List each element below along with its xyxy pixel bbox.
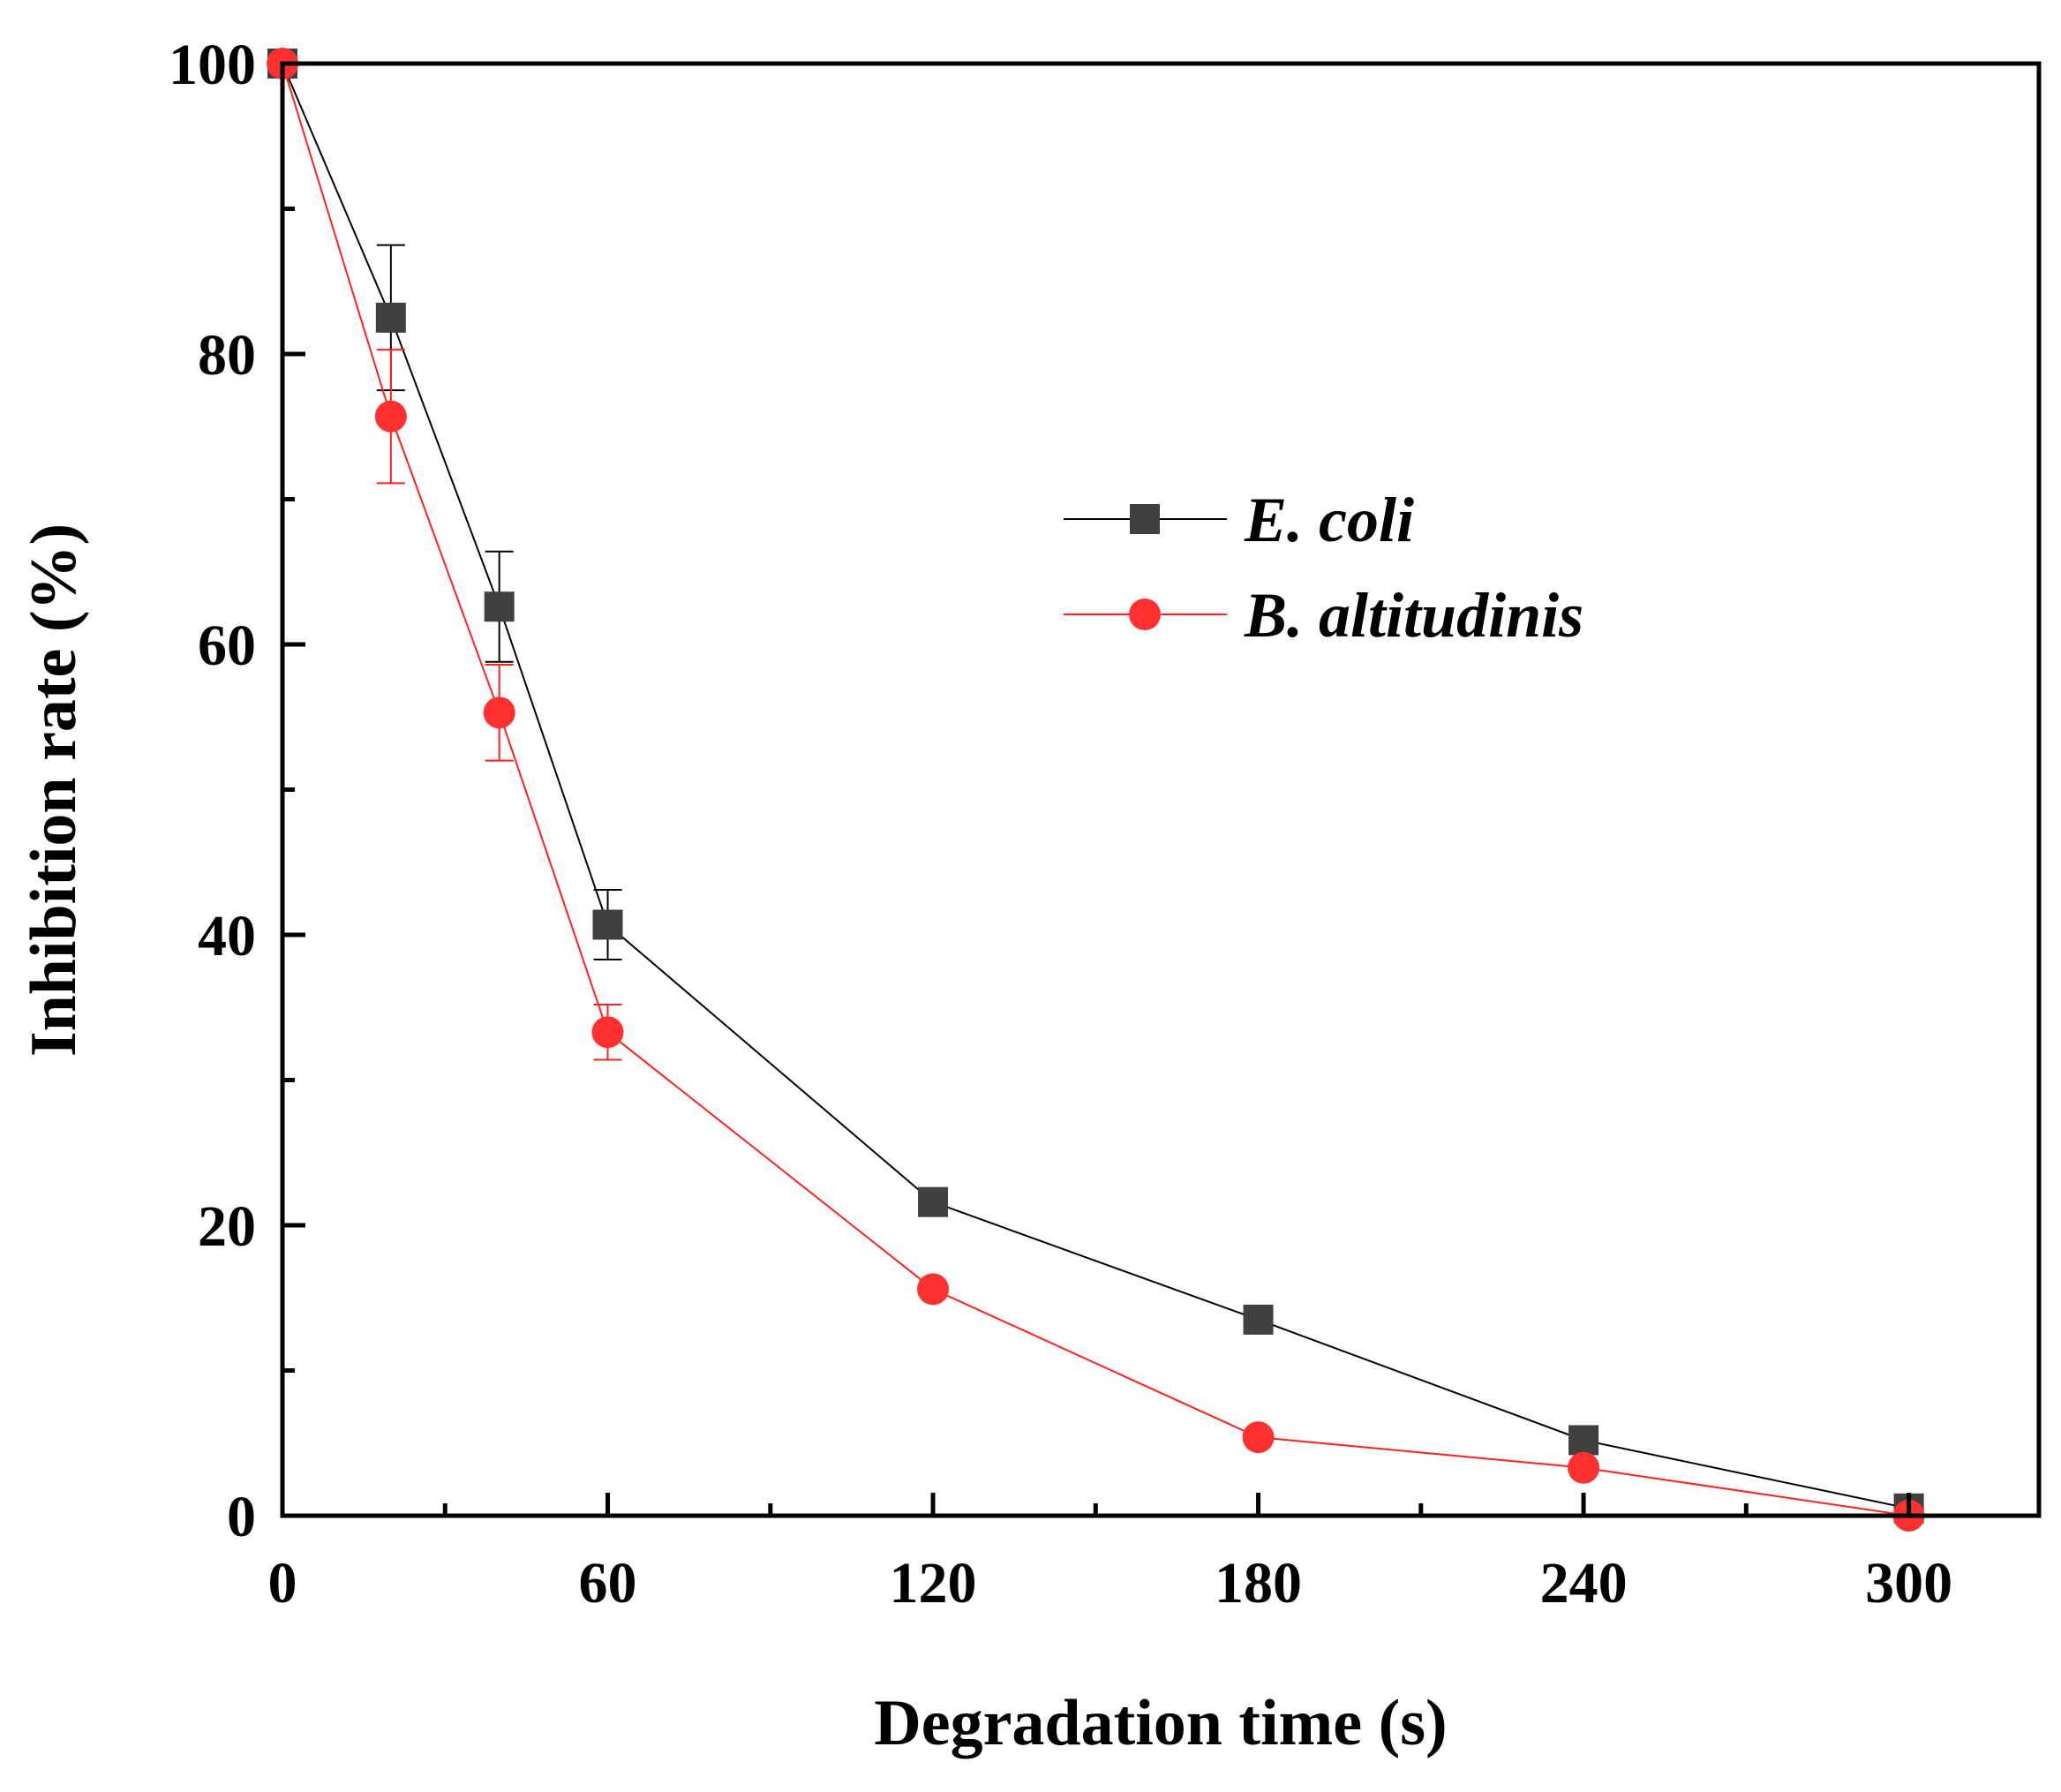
ticks-layer (280, 61, 1912, 1518)
y-tick-label: 100 (169, 33, 256, 97)
x-tick-label: 180 (1215, 1551, 1302, 1615)
plot-frame (280, 61, 2042, 1518)
x-tick-label: 120 (890, 1551, 977, 1615)
x-axis-title: Degradation time (s) (874, 1687, 1447, 1759)
legend-label: B. altitudinis (1244, 580, 1583, 651)
legend-marker (1129, 599, 1161, 630)
x-tick-label: 60 (579, 1551, 637, 1615)
x-tick-label: 240 (1540, 1551, 1628, 1615)
y-tick-label: 60 (198, 614, 256, 678)
y-axis-title: Inhibition rate (%) (18, 523, 90, 1057)
y-tick-label: 20 (198, 1194, 256, 1259)
legend-label: E. coli (1244, 485, 1414, 555)
x-tick-label: 300 (1865, 1551, 1952, 1615)
data-point (918, 1186, 949, 1217)
data-point (591, 1016, 624, 1049)
y-tick-label: 0 (227, 1485, 256, 1549)
data-point (1568, 1451, 1600, 1484)
data-point (917, 1273, 950, 1306)
data-point (1568, 1425, 1599, 1456)
legend-marker (1130, 504, 1160, 534)
data-point (1242, 1421, 1275, 1454)
legend: E. coli B. altitudinis (1064, 485, 1583, 651)
series-e-coli (267, 49, 1924, 1524)
y-tick-label: 40 (198, 904, 256, 968)
data-point (592, 909, 623, 940)
labels-layer: 0 60 120 180 240 300 0 20 40 60 80 100 (169, 33, 1952, 1615)
x-tick-label: 0 (268, 1551, 297, 1615)
series-line (282, 63, 1909, 1517)
y-tick-label: 80 (198, 323, 256, 388)
data-point (1243, 1304, 1274, 1335)
series-line (282, 63, 1909, 1510)
series-layer (267, 48, 1925, 1532)
data-point (375, 302, 406, 333)
data-point (484, 591, 515, 622)
data-point (374, 400, 407, 433)
series-b-altitudinis (267, 48, 1925, 1532)
data-point (483, 696, 515, 729)
